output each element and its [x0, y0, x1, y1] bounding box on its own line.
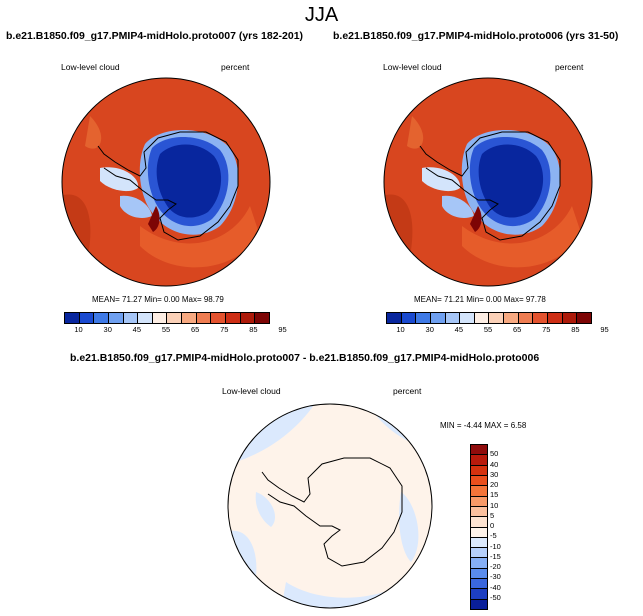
- colorbar-tick-label: -5: [490, 531, 497, 541]
- colorbar-tick-label: 55: [483, 325, 493, 334]
- colorbar-swatch: [459, 313, 474, 323]
- right-units-label: percent: [555, 62, 584, 72]
- colorbar-tick-label: -15: [490, 551, 501, 561]
- colorbar-swatch: [471, 588, 487, 599]
- colorbar-swatch: [471, 516, 487, 527]
- left-colorbar-ticks: 10 30 45 55 65 75 85 95: [64, 325, 286, 337]
- colorbar-tick-label: 10: [74, 325, 83, 334]
- colorbar-swatch: [576, 313, 591, 323]
- right-polar-map: [383, 77, 593, 287]
- colorbar-swatch: [471, 547, 487, 558]
- colorbar-swatch: [471, 567, 487, 579]
- colorbar-tick-label: 85: [249, 325, 258, 334]
- colorbar-swatch: [166, 313, 182, 323]
- right-colorbar-ticks: 10 30 45 55 65 75 85 95: [386, 325, 608, 337]
- colorbar-tick-label: 65: [512, 325, 522, 334]
- colorbar-swatch: [181, 313, 196, 323]
- colorbar-tick-label: 50: [490, 449, 499, 459]
- figure-title: JJA: [304, 4, 339, 26]
- colorbar-tick-label: 75: [542, 325, 551, 334]
- colorbar-tick-label: 85: [571, 325, 580, 334]
- colorbar-tick-label: 30: [425, 325, 434, 334]
- right-colorbar: [386, 312, 592, 324]
- colorbar-tick-label: 10: [490, 500, 499, 510]
- colorbar-tick-label: 0: [490, 521, 495, 530]
- colorbar-swatch: [532, 313, 548, 323]
- diff-stats: MIN = -4.44 MAX = 6.58: [440, 421, 527, 430]
- colorbar-swatch: [78, 313, 94, 323]
- colorbar-tick-label: 30: [103, 325, 112, 334]
- right-variable-label: Low-level cloud: [383, 62, 442, 72]
- right-panel-header: b.e21.B1850.f09_g17.PMIP4-midHolo.proto0…: [333, 30, 619, 42]
- colorbar-swatch: [471, 557, 487, 568]
- diff-polar-map: [227, 403, 433, 609]
- colorbar-swatch: [122, 313, 138, 323]
- colorbar-swatch: [400, 313, 416, 323]
- left-units-label: percent: [221, 62, 250, 72]
- colorbar-tick-label: 30: [490, 469, 499, 479]
- colorbar-swatch: [195, 313, 211, 323]
- colorbar-tick-label: 75: [220, 325, 229, 334]
- colorbar-swatch: [210, 313, 226, 323]
- diff-units-label: percent: [393, 386, 422, 396]
- colorbar-swatch: [387, 313, 401, 323]
- colorbar-swatch: [547, 313, 562, 323]
- colorbar-swatch: [488, 313, 504, 323]
- colorbar-tick-label: 15: [490, 490, 499, 500]
- colorbar-swatch: [471, 505, 487, 517]
- colorbar-swatch: [471, 495, 487, 506]
- left-polar-map: [61, 77, 271, 287]
- colorbar-tick-label: 20: [490, 480, 499, 489]
- colorbar-swatch: [471, 464, 487, 475]
- colorbar-swatch: [471, 578, 487, 589]
- colorbar-swatch: [471, 454, 487, 465]
- colorbar-swatch: [471, 474, 487, 486]
- colorbar-swatch: [517, 313, 533, 323]
- colorbar-swatch: [254, 313, 269, 323]
- colorbar-tick-label: -40: [490, 582, 501, 592]
- colorbar-swatch: [444, 313, 460, 323]
- left-colorbar: [64, 312, 270, 324]
- colorbar-swatch: [225, 313, 240, 323]
- colorbar-tick-label: 45: [454, 325, 464, 334]
- colorbar-swatch: [429, 313, 445, 323]
- colorbar-tick-label: 95: [278, 325, 287, 334]
- colorbar-swatch: [561, 313, 577, 323]
- colorbar-tick-label: 55: [161, 325, 171, 334]
- colorbar-swatch: [239, 313, 255, 323]
- colorbar-tick-label: 95: [600, 325, 609, 334]
- colorbar-swatch: [107, 313, 123, 323]
- colorbar-tick-label: -50: [490, 592, 501, 602]
- colorbar-tick-label: -10: [490, 541, 501, 551]
- colorbar-tick-label: 45: [132, 325, 142, 334]
- left-panel-header: b.e21.B1850.f09_g17.PMIP4-midHolo.proto0…: [6, 30, 304, 42]
- diff-colorbar: [470, 444, 488, 610]
- colorbar-tick-label: -20: [490, 562, 501, 571]
- right-stats: MEAN= 71.21 Min= 0.00 Max= 97.78: [414, 295, 546, 304]
- colorbar-swatch: [151, 313, 167, 323]
- diff-panel-header: b.e21.B1850.f09_g17.PMIP4-midHolo.proto0…: [70, 352, 540, 364]
- colorbar-swatch: [471, 526, 487, 537]
- colorbar-tick-label: 10: [396, 325, 405, 334]
- colorbar-swatch: [415, 313, 430, 323]
- diff-colorbar-ticks: 50 40 30 20 15 10 5 0 -5 -10 -15 -20 -30 -40 -50: [490, 444, 520, 610]
- colorbar-swatch: [65, 313, 79, 323]
- colorbar-swatch: [473, 313, 489, 323]
- colorbar-tick-label: 5: [490, 510, 495, 520]
- colorbar-swatch: [471, 445, 487, 455]
- diff-variable-label: Low-level cloud: [222, 386, 281, 396]
- colorbar-tick-label: 65: [190, 325, 200, 334]
- colorbar-swatch: [137, 313, 152, 323]
- colorbar-swatch: [503, 313, 518, 323]
- colorbar-swatch: [471, 536, 487, 548]
- colorbar-swatch: [93, 313, 108, 323]
- colorbar-swatch: [471, 485, 487, 496]
- left-stats: MEAN= 71.27 Min= 0.00 Max= 98.79: [92, 295, 224, 304]
- colorbar-tick-label: -30: [490, 572, 501, 582]
- colorbar-tick-label: 40: [490, 459, 499, 469]
- left-variable-label: Low-level cloud: [61, 62, 120, 72]
- colorbar-swatch: [471, 598, 487, 609]
